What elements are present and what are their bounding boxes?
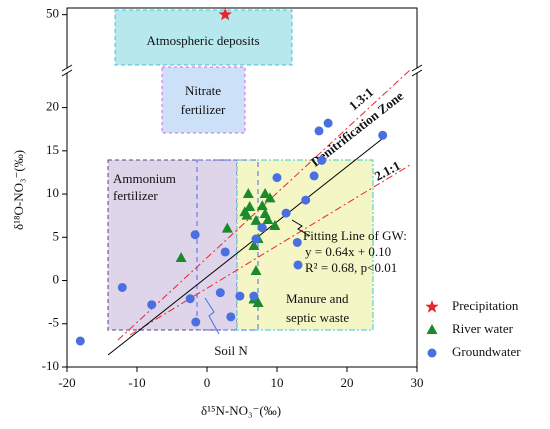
annotation: Ammonium: [113, 171, 176, 186]
y-tick-label: -10: [42, 358, 59, 373]
y-tick-label: 50: [46, 6, 59, 21]
triangle-point: [248, 239, 260, 250]
triangle-point: [239, 206, 251, 217]
fit-line: [107, 138, 383, 356]
circle-point: [191, 317, 201, 327]
atmospheric-box: [114, 9, 293, 66]
circle-point: [249, 291, 259, 301]
triangle-point: [264, 192, 276, 203]
y-tick-label: 20: [46, 99, 59, 114]
circle-point: [185, 294, 195, 304]
triangle-point: [256, 200, 268, 211]
circle-point: [75, 336, 85, 346]
y-tick-label: 10: [46, 185, 59, 200]
break-mark: [411, 69, 423, 77]
x-tick-label: 20: [341, 375, 354, 390]
circle-point: [215, 288, 225, 298]
annotation: Soil N: [214, 343, 248, 358]
triangle-point: [252, 297, 264, 308]
triangle-point: [221, 222, 233, 233]
circle-point: [251, 234, 261, 244]
circle-point: [317, 155, 327, 165]
triangle-point: [175, 252, 187, 263]
x-axis-label: δ¹⁵N-NO₃⁻(‰): [201, 403, 281, 418]
x-tick-label: -10: [128, 375, 145, 390]
x-tick-label: 0: [204, 375, 211, 390]
triangle-point: [242, 188, 254, 199]
triangle-point: [262, 214, 274, 224]
triangle-point: [250, 265, 262, 276]
axis-break: [61, 68, 73, 73]
circle-point: [220, 247, 230, 257]
x-tick-label: 30: [411, 375, 424, 390]
x-tick-label: -20: [58, 375, 75, 390]
annotation: fertilizer: [113, 188, 158, 203]
star-point: [425, 300, 439, 313]
triangle-point: [269, 220, 281, 231]
plot-frame: [66, 7, 418, 368]
annotation: Nitrate: [185, 83, 221, 98]
annotation: y = 0.64x + 0.10: [305, 244, 391, 259]
legend-label: Groundwater: [452, 344, 521, 359]
break-mark: [61, 69, 73, 77]
circle-point: [190, 230, 200, 240]
annotation: Atmospheric deposits: [146, 33, 259, 48]
break-mark: [411, 64, 423, 72]
star-point: [218, 7, 232, 21]
triangle-point: [259, 188, 271, 199]
nitrate-box: [161, 66, 246, 134]
circle-point: [378, 130, 388, 140]
y-tick-label: 5: [53, 228, 60, 243]
annotation: Manure and: [286, 291, 349, 306]
soil-box: [196, 159, 259, 331]
triangle-point: [250, 214, 262, 225]
circle-point: [323, 118, 333, 128]
ratio-line-2: [129, 164, 411, 336]
circle-point: [257, 223, 267, 233]
circle-point: [235, 291, 245, 301]
circle-point: [272, 173, 282, 183]
fit-pointer: [291, 219, 311, 237]
y-tick-label: 15: [46, 142, 59, 157]
triangle-point: [244, 201, 256, 212]
circle-point: [301, 195, 311, 205]
break-mark: [61, 64, 73, 72]
circle-point: [226, 312, 236, 322]
y-tick-label: -5: [48, 315, 59, 330]
annotation: 2.1:1: [372, 158, 403, 184]
annotation: R² = 0.68, p<0.01: [305, 260, 397, 275]
soil-pointer: [204, 297, 220, 335]
triangle-point: [426, 324, 438, 334]
annotation: septic waste: [286, 310, 349, 325]
circle-point: [281, 208, 291, 218]
circle-point: [427, 348, 437, 358]
y-axis-label: δ¹⁸O-NO₃⁻(‰): [11, 150, 26, 230]
axis-break: [411, 68, 423, 73]
circle-point: [292, 237, 302, 247]
legend-label: River water: [452, 321, 514, 336]
annotation: Fitting Line of GW:: [303, 228, 407, 243]
circle-point: [309, 171, 319, 181]
y-tick-label: 0: [53, 272, 60, 287]
x-tick-label: 10: [271, 375, 284, 390]
circle-point: [314, 126, 324, 136]
ammonium-box: [107, 159, 238, 331]
annotation: fertilizer: [181, 102, 226, 117]
circle-point: [293, 260, 303, 270]
legend-label: Precipitation: [452, 298, 519, 313]
circle-point: [117, 282, 127, 292]
circle-point: [147, 300, 157, 310]
